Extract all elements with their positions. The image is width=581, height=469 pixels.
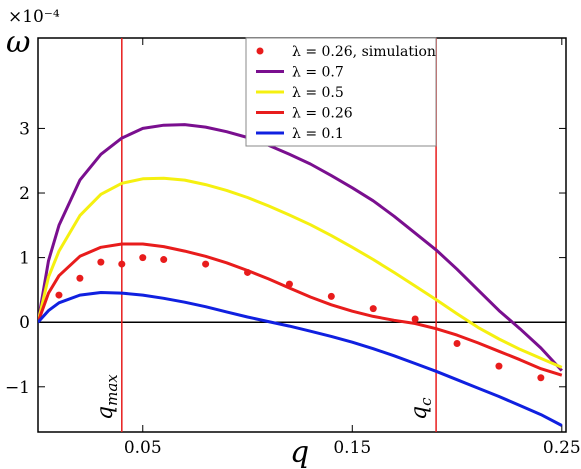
y-tick-label: 1 xyxy=(19,249,30,269)
annotation-label-c: qc xyxy=(407,397,435,420)
series-point xyxy=(495,362,503,370)
legend: λ = 0.26, simulation λ = 0.7 λ = 0.5 λ = 0.… xyxy=(245,37,437,147)
series-point xyxy=(202,260,210,268)
series-point xyxy=(244,268,252,276)
y-tick-label: 0 xyxy=(19,313,30,333)
annotation-main: q xyxy=(93,406,118,420)
series-line-2 xyxy=(38,242,563,377)
annotation-sub: c xyxy=(417,397,435,406)
y-tick-label: 2 xyxy=(19,184,30,204)
series-point xyxy=(327,292,335,300)
annotation-text: qmax xyxy=(93,374,121,420)
legend-swatch xyxy=(256,47,264,55)
series-point xyxy=(139,254,147,262)
series-point xyxy=(55,291,63,299)
legend-entry: λ = 0.7 xyxy=(292,65,344,81)
x-axis-label: q xyxy=(290,435,309,469)
legend-entry: λ = 0.26 xyxy=(292,106,353,122)
y-axis-label: ω xyxy=(6,25,30,60)
y-tick-label: −1 xyxy=(5,378,30,398)
y-tick-label: 3 xyxy=(19,119,30,139)
series-line-1 xyxy=(38,176,563,369)
series-line-0 xyxy=(38,123,563,372)
annotation-label-max: qmax xyxy=(93,374,121,420)
x-tick-label: 0.25 xyxy=(543,438,581,458)
series-point xyxy=(453,340,461,348)
legend-entry: λ = 0.5 xyxy=(292,85,344,101)
series-point xyxy=(160,256,168,264)
series-point xyxy=(97,258,105,266)
annotation-main: q xyxy=(407,406,432,420)
axis-labels: ω q ×10⁻⁴ xyxy=(6,7,309,469)
x-tick-label: 0.15 xyxy=(333,438,371,458)
x-tick-label: 0.05 xyxy=(124,438,162,458)
series-line-3 xyxy=(38,291,563,427)
series-point xyxy=(285,280,293,288)
legend-entry: λ = 0.1 xyxy=(292,126,344,142)
series-point xyxy=(369,305,377,313)
series-point xyxy=(76,274,84,282)
annotation-sub: max xyxy=(103,374,121,406)
annotation-text: qc xyxy=(407,397,435,420)
y-multiplier-label: ×10⁻⁴ xyxy=(8,7,60,27)
series-point xyxy=(411,315,419,323)
series-point xyxy=(537,374,545,382)
series-point xyxy=(118,260,126,268)
legend-entry: λ = 0.26, simulation xyxy=(292,44,436,60)
